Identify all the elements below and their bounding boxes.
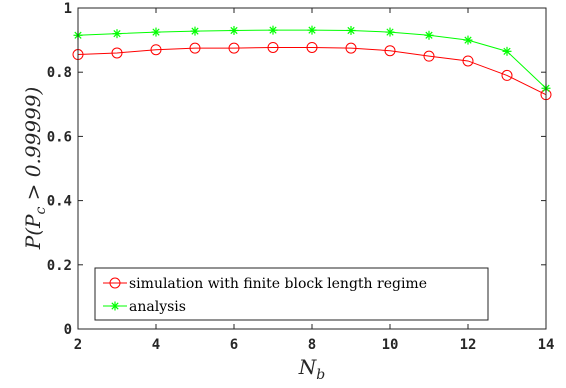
data-point [150,44,162,56]
data-point [501,69,513,81]
data-point [151,27,161,37]
svg-text:P(Pc > 0.99999): P(Pc > 0.99999) [21,87,49,251]
data-point [345,42,357,54]
legend-label: analysis [129,299,186,315]
legend-label: simulation with finite block length regi… [129,276,427,292]
tick-layer: 2 4 6 8 10 12 14 0 0.2 0.4 0.6 0.8 1 [47,1,555,353]
data-point [385,27,395,37]
y-tick-label: 0 [64,322,72,338]
x-axis-label-subscript: b [316,367,325,383]
legend: simulation with finite block length regi… [94,267,489,321]
data-point [228,42,240,54]
y-tick-label: 0.8 [47,65,72,81]
legend-box [94,267,489,321]
data-point [423,50,435,62]
x-tick-label: 6 [230,337,238,353]
data-point [463,35,473,45]
legend-entry-1: simulation with finite block length regi… [103,276,427,292]
x-tick-label: 4 [152,337,160,353]
data-point [346,25,356,35]
data-point [502,46,512,56]
legend-marker [109,277,121,289]
y-tick-label: 0.6 [47,129,72,145]
data-point [111,47,123,59]
y-tick-label: 1 [64,1,72,17]
x-tick-label: 14 [538,337,555,353]
data-point [307,25,317,35]
data-point [190,26,200,36]
x-axis-label: Nb [298,355,326,383]
data-point [268,25,278,35]
data-point [306,41,318,53]
svg-text:Nb: Nb [298,355,326,383]
data-point [112,29,122,39]
data-point [229,25,239,35]
data-point [384,45,396,57]
y-tick-label: 0.2 [47,258,72,274]
data-point [267,41,279,53]
y-axis-label: P(Pc > 0.99999) [21,87,49,251]
series-1-line [77,46,547,96]
y-tick-label: 0.4 [47,194,72,210]
legend-marker [110,301,120,311]
x-tick-label: 10 [382,337,399,353]
data-point [462,55,474,67]
x-tick-label: 8 [308,337,316,353]
data-point [424,30,434,40]
legend-entries: simulation with finite block length regi… [103,276,427,315]
data-point [189,42,201,54]
legend-entry-2: analysis [103,299,186,315]
x-tick-label: 2 [74,337,82,353]
x-tick-label: 12 [460,337,477,353]
